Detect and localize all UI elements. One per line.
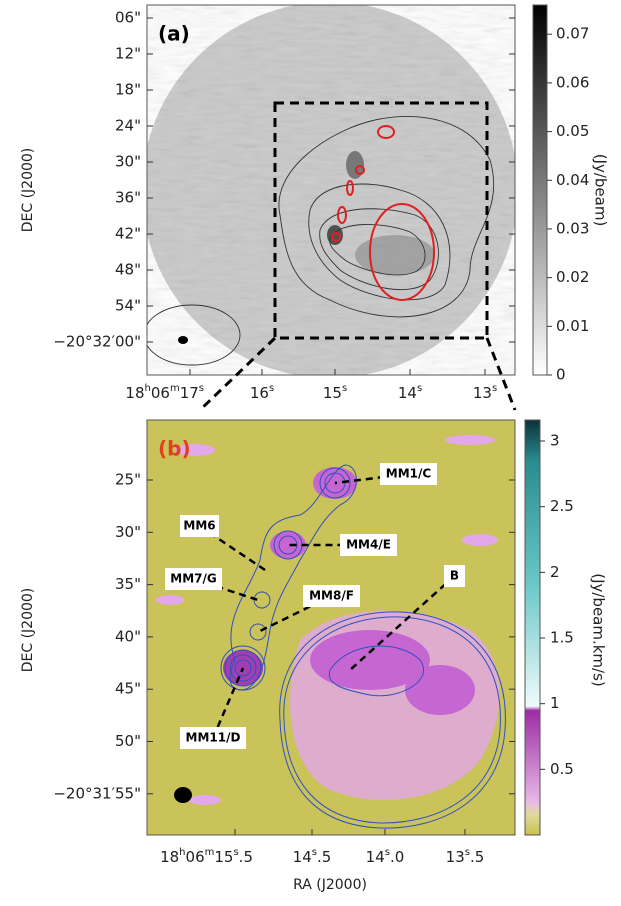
zoom-connector [198, 336, 517, 412]
source-label: MM4/E [346, 538, 391, 552]
y-tick-label: 48" [115, 261, 141, 279]
tick-label: 14s.0 [366, 847, 405, 866]
y-tick-label: 50" [115, 732, 141, 750]
colorbar-tick-label: 1 [550, 694, 560, 712]
source-label: MM6 [183, 519, 215, 533]
tick-label: 15s [323, 383, 347, 402]
source-label-box [380, 463, 437, 485]
panel-a-image [147, 5, 515, 375]
tick-label: 13s [473, 383, 497, 402]
source-label-box [303, 585, 360, 607]
tick-label: 18h06m17s [125, 383, 204, 402]
source-label: MM11/D [186, 731, 241, 745]
colorbar-tick-label: 0.5 [550, 760, 574, 778]
source-label-box [180, 727, 246, 749]
tick-label: 14s [398, 383, 422, 402]
colorbar-b [524, 419, 541, 836]
y-axis-label: DEC (J2000) [20, 148, 36, 233]
tick-label: 13s.5 [446, 847, 485, 866]
y-tick-label: 40" [115, 627, 141, 645]
source-label: MM8/F [309, 589, 354, 603]
colorbar-tick-label: 0.04 [556, 171, 589, 189]
colorbar-tick-label: 0.07 [556, 25, 589, 43]
panel-b-image [147, 420, 515, 835]
panel-label: (b) [158, 437, 191, 461]
tick-label: 16s [250, 383, 274, 402]
source-label-box [340, 534, 397, 556]
y-tick-label: 30" [115, 153, 141, 171]
y-axis-label: DEC (J2000) [20, 588, 36, 673]
panel-b-frame [146, 419, 516, 836]
panel-label: (a) [158, 22, 190, 46]
panel-a-frame [146, 4, 516, 376]
source-label: MM7/G [170, 572, 216, 586]
tick-label: 14s.5 [293, 847, 332, 866]
colorbar-tick-label: 3 [550, 432, 560, 450]
y-tick-label: −20°31′55" [53, 784, 141, 802]
y-tick-label: 30" [115, 523, 141, 541]
colorbar-tick-label: 2 [550, 563, 560, 581]
y-tick-label: 18" [115, 81, 141, 99]
colorbar-tick-label: 0.03 [556, 219, 589, 237]
colorbar-tick-label: 0.02 [556, 268, 589, 286]
colorbar-tick-label: 2.5 [550, 497, 574, 515]
source-label-box [180, 515, 219, 537]
colorbar-tick-label: 0.05 [556, 122, 589, 140]
y-tick-label: 25" [115, 471, 141, 489]
source-pointer [211, 667, 245, 739]
colorbar-tick-label: 1.5 [550, 629, 574, 647]
colorbar-tick-label: 0.01 [556, 317, 589, 335]
y-tick-label: −20°32′00" [53, 333, 141, 351]
colorbar-label: (Jy/beam) [592, 154, 610, 227]
y-tick-label: 54" [115, 297, 141, 315]
y-tick-label: 12" [115, 45, 141, 63]
colorbar-tick-label: 0 [556, 366, 566, 384]
y-tick-label: 35" [115, 575, 141, 593]
y-tick-label: 42" [115, 225, 141, 243]
source-label-box [444, 565, 465, 587]
y-tick-label: 45" [115, 680, 141, 698]
source-label-box [165, 568, 222, 590]
y-tick-label: 06" [115, 9, 141, 27]
y-tick-label: 36" [115, 189, 141, 207]
x-axis-label: RA (J2000) [293, 877, 367, 893]
tick-label: 18h06m15s.5 [160, 847, 253, 866]
source-label: MM1/C [386, 467, 432, 481]
colorbar-a [532, 4, 548, 376]
source-label: B [450, 569, 459, 583]
y-tick-label: 24" [115, 117, 141, 135]
colorbar-tick-label: 0.06 [556, 73, 589, 91]
colorbar-label: (Jy/beam.km/s) [590, 573, 608, 687]
